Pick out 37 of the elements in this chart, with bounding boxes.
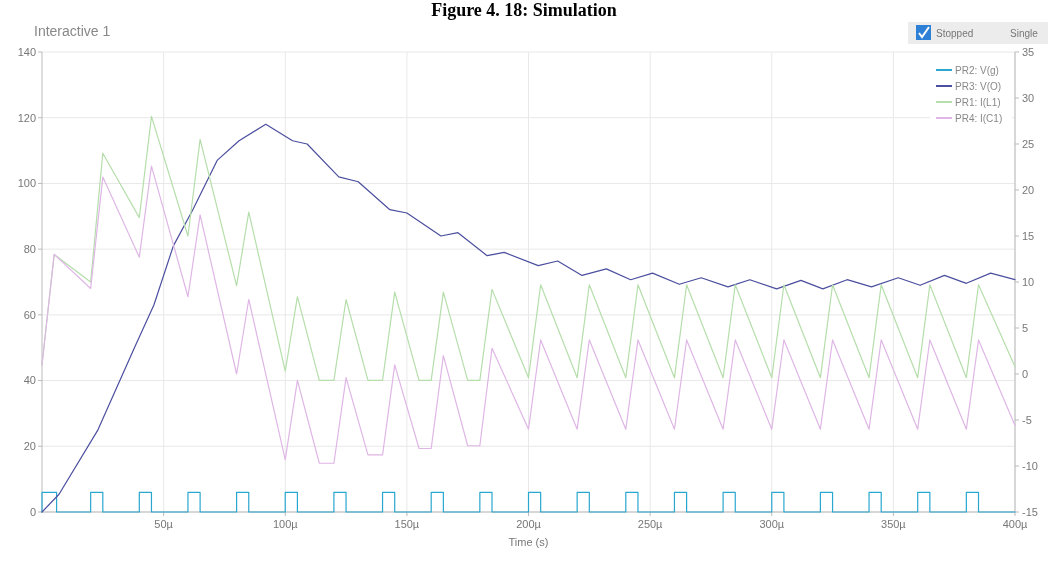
y2-tick-label: 0 [1022, 367, 1029, 380]
text: Single [1010, 28, 1039, 39]
y-tick-label: 20 [23, 440, 36, 453]
y2-tick-label: 20 [1022, 183, 1035, 196]
x-tick-label: 300µ [759, 518, 785, 530]
y2-tick-label: 25 [1022, 137, 1035, 150]
line-series [41, 165, 1016, 464]
y2-tick-label: 5 [1022, 321, 1029, 334]
y2-tick-label: -10 [1022, 459, 1038, 472]
legend-label: PR1: I(L1) [955, 96, 1001, 108]
y2-tick-label: 35 [1022, 45, 1035, 58]
y-tick-label: 120 [17, 111, 36, 124]
legend-label: PR3: V(O) [955, 80, 1002, 92]
y-tick-label: 40 [23, 374, 36, 387]
x-tick-label: 50µ [154, 518, 174, 530]
y2-tick-label: -5 [1022, 413, 1032, 426]
x-tick-label: 400µ [1002, 518, 1028, 530]
x-tick-label: 250µ [637, 518, 664, 530]
legend-label: PR2: V(g) [955, 64, 999, 76]
y-tick-label: 60 [23, 308, 36, 321]
y2-tick-label: 30 [1022, 91, 1035, 104]
y2-tick-label: 10 [1022, 275, 1035, 288]
chart-subtitle: Figure 4. 18: Simulation [431, 0, 617, 20]
y-tick-label: 100 [17, 177, 36, 190]
text: Stopped [936, 28, 974, 39]
legend-label: PR4: I(C1) [955, 112, 1003, 124]
x-tick-label: 150µ [394, 518, 420, 530]
y-tick-label: 80 [23, 242, 36, 255]
chart-title: Interactive 1 [34, 23, 111, 39]
y2-tick-label: -15 [1022, 505, 1038, 518]
y2-tick-label: 15 [1022, 229, 1035, 242]
x-tick-label: 350µ [881, 518, 907, 530]
y-tick-label: 0 [29, 505, 36, 518]
y-tick-label: 140 [17, 45, 36, 58]
x-tick-label: 200µ [516, 518, 542, 530]
x-axis-title: Time (s) [508, 536, 549, 548]
x-tick-label: 100µ [272, 518, 299, 530]
